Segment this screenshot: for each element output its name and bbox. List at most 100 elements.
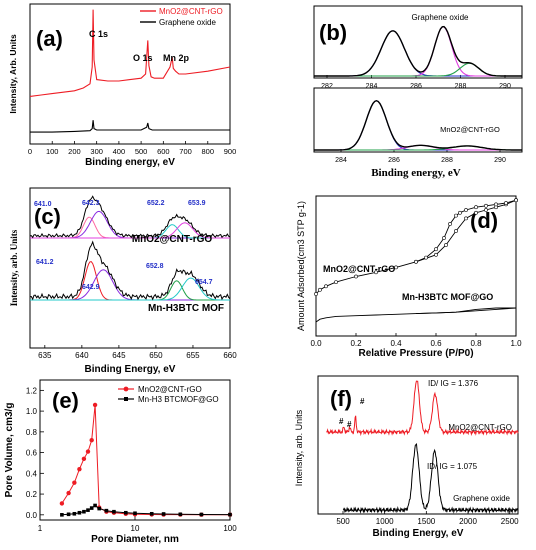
pore-point-black: [178, 512, 183, 517]
isotherm-1-desorption: [415, 307, 516, 315]
x-tick-label: 640: [75, 351, 89, 360]
panel-c-bottom-label: Mn-H3BTC MOF: [148, 303, 224, 314]
x-tick-label: 0.4: [390, 339, 402, 348]
panel-a-series: [29, 9, 231, 133]
peak-c-641-0: 641.0: [34, 201, 52, 208]
panel-c-ylabel: Intensity, arb. Units: [9, 229, 19, 306]
x-tick-label: 200: [68, 147, 81, 156]
x-tick-label: 0.6: [430, 339, 442, 348]
pore-point-black: [60, 513, 64, 517]
legend-e-marker-red: [123, 386, 129, 392]
y-tick-label: 1.0: [26, 407, 38, 416]
peak-c-642-9: 642.9: [82, 284, 100, 291]
x-tick-label: 700: [179, 147, 192, 156]
x-tick-label: 2500: [501, 517, 519, 526]
x-tick-label: 300: [90, 147, 103, 156]
raman-line-1: [342, 442, 519, 514]
pore-point-black: [97, 506, 102, 511]
x-tick-label: 655: [186, 351, 200, 360]
panel-a-xlabel: Binding energy, eV: [85, 157, 175, 168]
peak-c-653-9: 653.9: [188, 200, 206, 207]
peak-c-654-7: 654.7: [195, 279, 213, 286]
x-tick-label: 645: [112, 351, 126, 360]
panel-d-xlabel: Relative Pressure (P/P0): [358, 348, 473, 359]
x-tick-label: 290: [499, 83, 511, 90]
mn-fit-1-3: [30, 277, 230, 301]
pore-point-red: [66, 490, 71, 496]
isotherm-point: [324, 284, 328, 289]
pore-point-black: [149, 511, 154, 516]
pore-point-red: [77, 466, 82, 472]
panel-f-frame: [317, 375, 519, 515]
hash-mark-1: #: [339, 417, 344, 426]
x-tick-label: 900: [224, 147, 237, 156]
x-tick-label: 1000: [376, 517, 394, 526]
x-tick-label: 0: [28, 147, 32, 156]
raman-line-0: [326, 380, 519, 437]
x-tick-label: 290: [494, 157, 506, 164]
panel-b-curves: [314, 25, 522, 151]
x-tick-label: 288: [455, 83, 467, 90]
x-tick-label: 286: [388, 157, 400, 164]
series-line-0: [29, 9, 231, 97]
x-tick-label: 282: [321, 83, 333, 90]
x-tick-label: 500: [336, 517, 350, 526]
x-tick-label: 1500: [417, 517, 435, 526]
pore-point-black: [89, 506, 94, 510]
panel-f-series1-label: MnO2@CNT-rGO: [448, 423, 512, 432]
legend-e-label-red: MnO2@CNT-rGO: [138, 385, 202, 394]
isotherm-point: [474, 210, 478, 215]
mn-fit-0-3: [30, 222, 230, 239]
pore-point-black: [112, 509, 116, 514]
peak-c-652-8: 652.8: [146, 263, 164, 270]
panel-e-xlabel: Pore Diameter, nm: [91, 534, 179, 545]
panel-e: (e) Pore Volume, cm3/g Pore Diameter, nm…: [4, 379, 237, 545]
panel-d-series2-label: Mn-H3BTC MOF@GO: [402, 292, 493, 302]
isotherm-point: [444, 243, 448, 247]
envelope-0: [314, 25, 522, 77]
panel-e-ticks: 1 10 100 0.0 0.2 0.4 0.6 0.8 1.0 1.2: [26, 386, 237, 533]
panel-f-xticks: 500 1000 1500 2000 2500: [336, 511, 519, 526]
isotherm-point: [504, 201, 508, 205]
isotherm-point: [394, 265, 398, 270]
legend-e-marker-black: [124, 397, 128, 401]
isotherm-point: [484, 208, 488, 212]
panel-a-ylabel: Intensity, Arb. Units: [8, 34, 18, 114]
pore-point-black: [104, 508, 109, 513]
pore-point-black: [228, 512, 232, 517]
panel-f-xlabel: Binding Energy, eV: [373, 528, 464, 539]
pore-point-red: [85, 449, 91, 454]
x-tick-label: 288: [441, 157, 453, 164]
y-tick-label: 0.6: [26, 449, 38, 458]
panel-d-ylabel: Amount Adsorbed(cm3 STP g-1): [296, 201, 306, 331]
pore-point-black: [72, 511, 77, 516]
x-tick-label: 100: [223, 524, 237, 533]
isotherm-point: [374, 270, 378, 275]
x-tick-label: 1: [38, 524, 43, 533]
pore-point-red: [92, 402, 98, 408]
legend-a-label-black: Graphene oxide: [159, 18, 216, 27]
x-tick-label: 0.2: [350, 339, 362, 348]
panel-d-label: (d): [470, 208, 498, 233]
isotherm-point: [514, 198, 518, 203]
panel-b-top-label: Graphene oxide: [412, 13, 469, 22]
isotherm-point: [448, 222, 452, 226]
panel-e-ylabel: Pore Volume, cm3/g: [4, 403, 15, 498]
panel-b-bottom-frame: [313, 87, 523, 153]
isotherm-point: [474, 205, 478, 210]
panel-a: (a) Intensity, Arb. Units Binding energy…: [8, 3, 237, 168]
panel-b-bottom-label: MnO2@CNT-rGO: [440, 125, 500, 134]
x-tick-label: 660: [223, 351, 237, 360]
panel-f-ratio-red: ID/ IG = 1.376: [428, 379, 479, 388]
pore-point-black: [161, 512, 166, 516]
pore-point-black: [93, 503, 97, 508]
panel-d: (d) Amount Adsorbed(cm3 STP g-1) Relativ…: [296, 195, 522, 359]
isotherm-point: [464, 216, 468, 221]
pore-point-red: [89, 437, 94, 443]
panel-c-xticks: 635 640 645 650 655 660: [38, 345, 237, 360]
panel-d-xticks: 0.0 0.2 0.4 0.6 0.8 1.0: [310, 333, 522, 348]
peak-c-642-3: 642.3: [82, 200, 100, 207]
hash-mark-3: #: [360, 397, 365, 406]
panel-c: (c) Intensity, arb. Units Binding Energy…: [9, 187, 237, 375]
